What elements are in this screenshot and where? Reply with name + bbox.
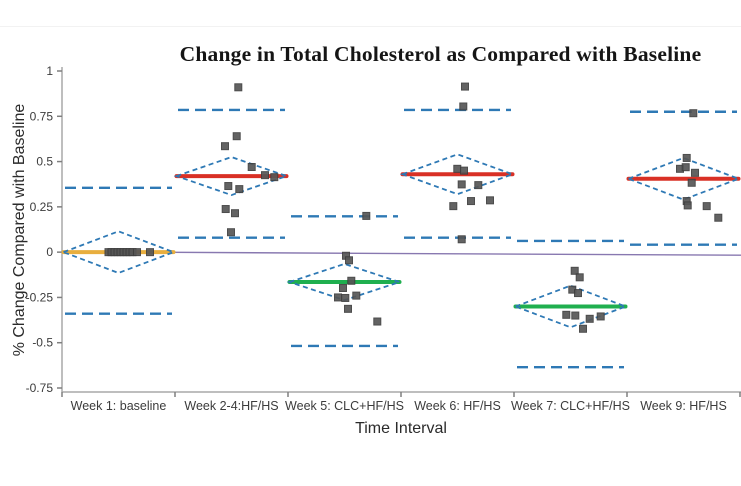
- data-point: [221, 142, 229, 151]
- data-point: [457, 180, 466, 189]
- data-point: [247, 163, 256, 172]
- data-point: [681, 163, 690, 172]
- data-point: [146, 248, 154, 257]
- data-point: [691, 168, 699, 177]
- data-point: [467, 197, 475, 206]
- data-point: [453, 164, 462, 173]
- data-point: [270, 173, 279, 182]
- data-point: [714, 213, 723, 222]
- data-point: [702, 202, 711, 211]
- data-point: [261, 171, 269, 180]
- y-tick-label: -0.75: [26, 381, 54, 395]
- mean-ci-diamond: [60, 230, 177, 274]
- mean-ci-diamond: [512, 284, 629, 329]
- data-point: [585, 314, 594, 323]
- data-point: [474, 181, 483, 190]
- data-point: [562, 310, 571, 319]
- data-point: [683, 201, 692, 210]
- data-point: [486, 196, 494, 205]
- data-point: [232, 132, 241, 141]
- data-point: [362, 211, 371, 220]
- chart-title: Change in Total Cholesterol as Compared …: [179, 42, 702, 66]
- data-point: [234, 83, 243, 92]
- data-point: [345, 256, 353, 265]
- data-point: [460, 166, 468, 175]
- data-point: [579, 324, 587, 333]
- x-category-label: Week 9: HF/HS: [640, 399, 727, 413]
- data-point: [224, 182, 233, 191]
- data-point: [352, 291, 361, 300]
- y-tick-label: -0.5: [32, 336, 53, 350]
- x-category-label: Week 7: CLC+HF/HS: [511, 399, 630, 413]
- data-point: [235, 185, 244, 194]
- y-tick-label: 0: [46, 245, 53, 259]
- data-point: [344, 304, 352, 313]
- data-point: [689, 109, 698, 118]
- x-category-label: Week 2-4:HF/HS: [184, 399, 278, 413]
- data-point: [334, 293, 342, 302]
- data-point: [461, 82, 469, 91]
- x-category-label: Week 6: HF/HS: [414, 399, 501, 413]
- data-point: [373, 317, 382, 326]
- y-tick-label: 0.5: [36, 155, 53, 169]
- y-tick-label: 1: [46, 64, 53, 78]
- y-tick-label: 0.25: [30, 200, 54, 214]
- data-point: [457, 235, 466, 244]
- y-tick-label: 0.75: [30, 109, 54, 123]
- data-point: [231, 209, 239, 218]
- page-divider: [0, 26, 741, 27]
- mean-ci-diamond: [625, 156, 741, 201]
- y-tick-label: -0.25: [26, 290, 54, 304]
- data-point: [570, 266, 579, 275]
- data-point: [339, 284, 347, 293]
- data-point: [449, 202, 458, 211]
- x-category-label: Week 5: CLC+HF/HS: [285, 399, 404, 413]
- data-point: [341, 293, 350, 302]
- data-point: [682, 153, 691, 162]
- data-point: [571, 311, 580, 320]
- data-point: [133, 248, 141, 257]
- data-point: [459, 102, 468, 111]
- data-point: [687, 178, 696, 187]
- data-point: [596, 312, 605, 321]
- data-point: [575, 273, 584, 282]
- x-axis-title: Time Interval: [355, 420, 447, 437]
- mean-ci-diamond: [173, 156, 290, 197]
- mean-ci-diamond: [399, 153, 516, 196]
- x-category-label: Week 1: baseline: [71, 399, 167, 413]
- data-point: [347, 276, 356, 285]
- data-point: [221, 205, 230, 214]
- mean-ci-diamond: [286, 262, 403, 302]
- data-point: [574, 289, 582, 298]
- data-point: [227, 228, 235, 237]
